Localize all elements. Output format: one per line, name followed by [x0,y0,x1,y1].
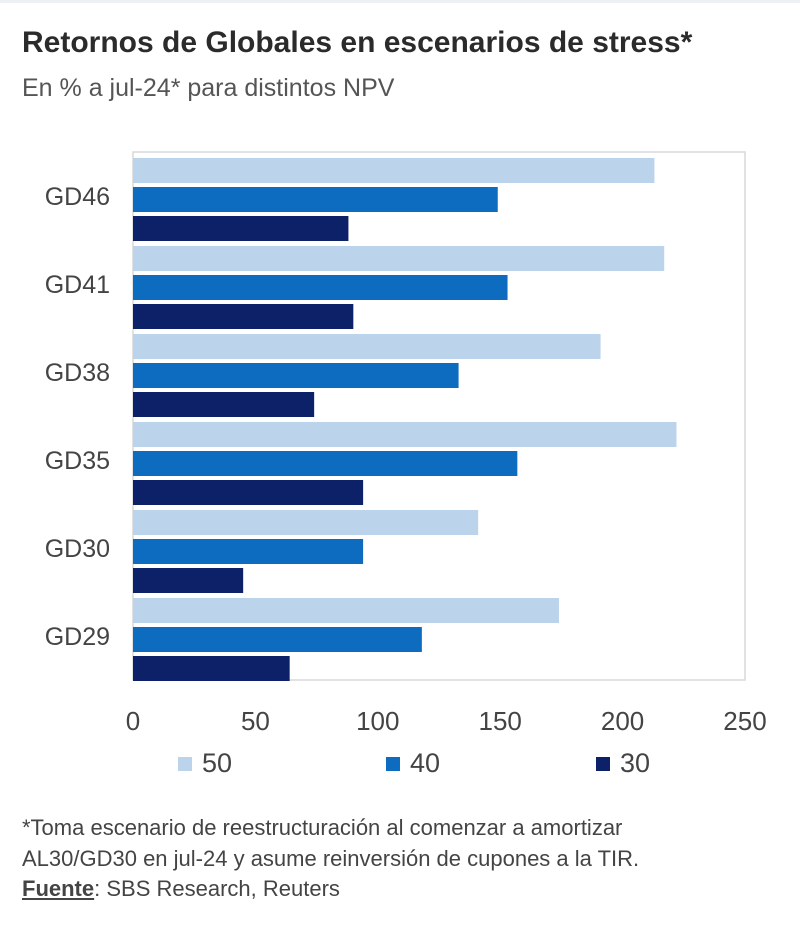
y-label-gd38: GD38 [45,359,110,387]
source-text: : SBS Research, Reuters [94,876,340,901]
bar-gd38-50 [133,334,601,359]
footnote-line-1: *Toma escenario de reestructuración al c… [22,815,623,840]
bar-gd41-40 [133,275,508,300]
legend-swatch-50 [178,756,192,771]
y-label-gd46: GD46 [45,183,110,211]
x-tick-50: 50 [241,706,270,736]
legend-swatch-30 [596,756,610,771]
legend-item-40: 40 [386,748,440,779]
legend-item-50: 50 [178,748,232,779]
y-label-gd30: GD30 [45,535,110,563]
source-note: Fuente: SBS Research, Reuters [22,876,340,902]
bar-gd46-40 [133,187,498,212]
bar-gd30-40 [133,539,364,564]
x-tick-0: 0 [126,706,140,736]
bar-gd29-40 [133,627,422,652]
top-rule [0,0,800,3]
footnote: *Toma escenario de reestructuración al c… [22,812,792,874]
bar-gd35-50 [133,422,677,447]
bar-gd46-30 [133,216,349,241]
source-label: Fuente [22,876,95,901]
y-label-gd41: GD41 [45,271,110,299]
x-tick-150: 150 [479,706,522,736]
legend-item-30: 30 [596,748,650,779]
legend: 50 40 30 [0,748,800,788]
legend-label-40: 40 [410,748,441,778]
y-label-gd35: GD35 [45,447,110,475]
bar-gd46-50 [133,158,655,183]
footnote-line-2: AL30/GD30 en jul-24 y asume reinversión … [22,846,640,871]
chart-title: Retornos de Globales en escenarios de st… [22,26,693,59]
y-label-gd29: GD29 [45,623,110,651]
legend-label-30: 30 [620,748,651,778]
bar-gd35-40 [133,451,518,476]
bar-gd30-30 [133,568,244,593]
chart-subtitle: En % a jul-24* para distintos NPV [22,74,395,102]
bar-gd30-50 [133,510,479,535]
bar-gd41-50 [133,246,665,271]
legend-label-50: 50 [202,748,233,778]
x-tick-200: 200 [601,706,644,736]
x-tick-100: 100 [356,706,399,736]
bar-gd29-30 [133,656,290,681]
x-tick-250: 250 [723,706,766,736]
bar-gd38-30 [133,392,315,417]
bar-gd38-40 [133,363,459,388]
bar-gd35-30 [133,480,364,505]
bar-gd29-50 [133,598,559,623]
legend-swatch-40 [386,756,400,771]
bar-gd41-30 [133,304,354,329]
